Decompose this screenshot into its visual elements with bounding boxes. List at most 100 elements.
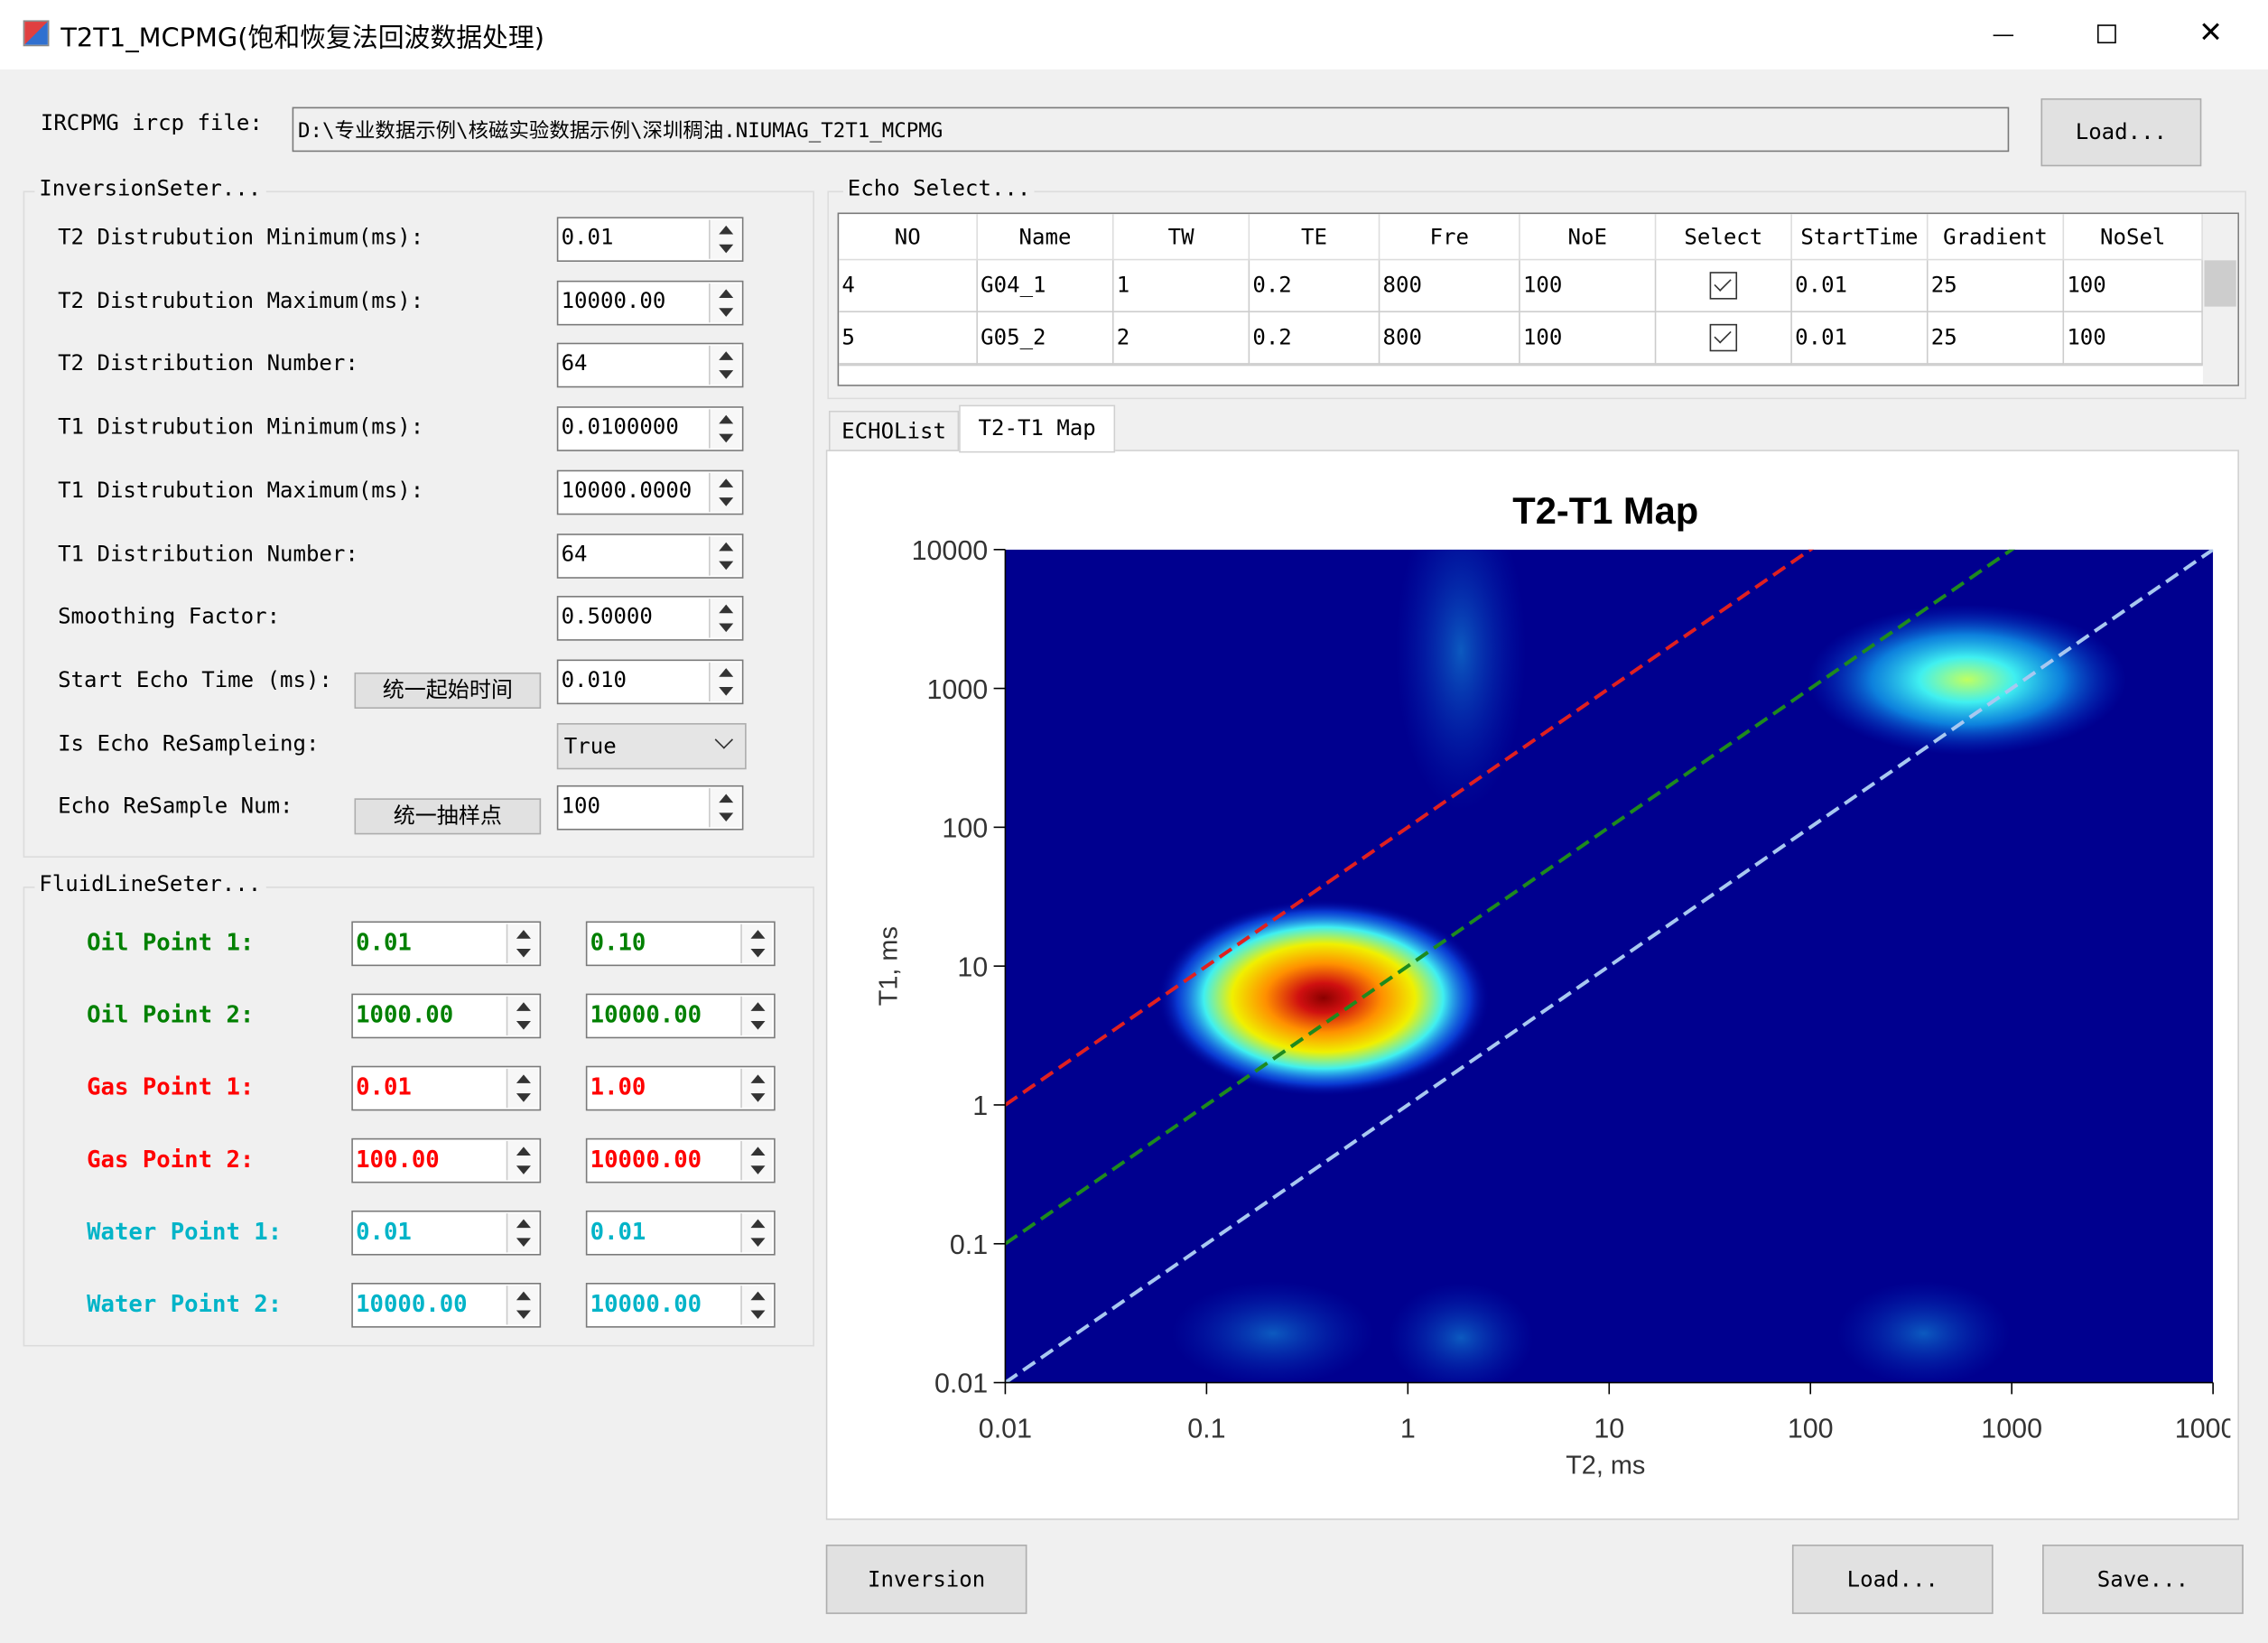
spin-up[interactable] [516, 1219, 531, 1229]
spin-up[interactable] [750, 1146, 766, 1156]
spin-down[interactable] [719, 307, 734, 317]
spin-buttons[interactable] [740, 1141, 773, 1181]
spin-up[interactable] [719, 351, 734, 361]
spinbox[interactable]: 10000.0000 [556, 469, 744, 515]
column-header[interactable]: NO [839, 214, 978, 261]
scroll-thumb[interactable] [2204, 260, 2236, 307]
spinbox[interactable]: 10000.00 [585, 1137, 776, 1184]
spin-down[interactable] [516, 1021, 531, 1030]
spinbox[interactable]: 100 [556, 785, 744, 831]
spin-buttons[interactable] [708, 599, 741, 638]
spin-up[interactable] [516, 1074, 531, 1083]
maximize-button[interactable] [2096, 24, 2116, 44]
tab[interactable]: T2-T1 Map [959, 404, 1116, 453]
spin-buttons[interactable] [506, 1141, 538, 1181]
spin-down[interactable] [516, 1310, 531, 1320]
spin-buttons[interactable] [506, 924, 538, 963]
spin-down[interactable] [719, 433, 734, 443]
column-header[interactable]: NoE [1520, 214, 1657, 261]
spin-up[interactable] [719, 604, 734, 614]
column-header[interactable]: TE [1250, 214, 1380, 261]
checkbox[interactable] [1709, 272, 1738, 300]
spin-up[interactable] [750, 930, 766, 939]
spin-buttons[interactable] [506, 1213, 538, 1253]
action-button[interactable]: Load... [1791, 1544, 1994, 1614]
action-button[interactable]: Inversion [825, 1544, 1027, 1614]
spin-buttons[interactable] [740, 1286, 773, 1325]
table-scrollbar[interactable] [2202, 214, 2238, 385]
spinbox[interactable]: 64 [556, 533, 744, 579]
spin-down[interactable] [719, 623, 734, 633]
spin-up[interactable] [719, 414, 734, 424]
spin-up[interactable] [516, 1291, 531, 1301]
spin-buttons[interactable] [740, 1068, 773, 1109]
spin-down[interactable] [516, 1238, 531, 1247]
field-button[interactable]: 统一抽样点 [354, 798, 542, 835]
spin-down[interactable] [750, 1021, 766, 1030]
column-header[interactable]: NoSel [2064, 214, 2203, 261]
spin-up[interactable] [516, 1002, 531, 1011]
spin-down[interactable] [719, 686, 734, 696]
spin-buttons[interactable] [506, 1286, 538, 1325]
column-header[interactable]: Gradient [1928, 214, 2065, 261]
minimize-button[interactable] [1993, 34, 2014, 37]
spinbox[interactable]: 0.0100000 [556, 406, 744, 451]
spinbox[interactable]: 0.01 [351, 1210, 542, 1256]
close-button[interactable]: ✕ [2198, 14, 2223, 50]
spinbox[interactable]: 0.01 [351, 921, 542, 967]
spin-down[interactable] [719, 560, 734, 570]
spinbox[interactable]: 10000.00 [556, 280, 744, 325]
column-header[interactable]: Select [1656, 214, 1792, 261]
spin-up[interactable] [750, 1219, 766, 1229]
spin-down[interactable] [750, 1093, 766, 1102]
spin-buttons[interactable] [708, 535, 741, 575]
spin-up[interactable] [516, 1146, 531, 1156]
spin-up[interactable] [750, 1002, 766, 1011]
spinbox[interactable]: 0.01 [556, 217, 744, 262]
spin-buttons[interactable] [740, 924, 773, 963]
load-file-button[interactable]: Load... [2040, 97, 2202, 167]
spin-buttons[interactable] [506, 996, 538, 1036]
spinbox[interactable]: 0.10 [585, 921, 776, 967]
checkbox[interactable] [1709, 323, 1738, 352]
spin-buttons[interactable] [708, 662, 741, 701]
spinbox[interactable]: 10000.00 [585, 993, 776, 1039]
spin-down[interactable] [516, 1093, 531, 1102]
spin-up[interactable] [719, 794, 734, 803]
spinbox[interactable]: 0.50000 [556, 596, 744, 642]
spin-up[interactable] [719, 288, 734, 298]
spin-buttons[interactable] [506, 1068, 538, 1109]
spin-buttons[interactable] [740, 996, 773, 1036]
spinbox[interactable]: 0.010 [556, 659, 744, 705]
spin-buttons[interactable] [708, 283, 741, 322]
spin-down[interactable] [750, 1165, 766, 1174]
spin-up[interactable] [719, 225, 734, 235]
spin-down[interactable] [750, 1310, 766, 1320]
spin-buttons[interactable] [708, 346, 741, 385]
combobox[interactable]: True [556, 722, 747, 769]
spin-up[interactable] [516, 930, 531, 939]
column-header[interactable]: TW [1113, 214, 1250, 261]
field-button[interactable]: 统一起始时间 [354, 672, 542, 709]
spinbox[interactable]: 0.01 [351, 1065, 542, 1111]
spinbox[interactable]: 10000.00 [351, 1283, 542, 1328]
spinbox[interactable]: 1000.00 [351, 993, 542, 1039]
spin-down[interactable] [516, 948, 531, 958]
spin-buttons[interactable] [708, 788, 741, 828]
spin-down[interactable] [719, 497, 734, 506]
spinbox[interactable]: 64 [556, 343, 744, 388]
spin-up[interactable] [750, 1074, 766, 1083]
spin-up[interactable] [750, 1291, 766, 1301]
spinbox[interactable]: 100.00 [351, 1137, 542, 1184]
column-header[interactable]: Name [977, 214, 1114, 261]
spin-buttons[interactable] [708, 409, 741, 449]
column-header[interactable]: StartTime [1791, 214, 1929, 261]
spin-down[interactable] [719, 370, 734, 380]
spinbox[interactable]: 0.01 [585, 1210, 776, 1256]
spinbox[interactable]: 10000.00 [585, 1283, 776, 1328]
column-header[interactable]: Fre [1380, 214, 1520, 261]
spin-up[interactable] [719, 667, 734, 677]
action-button[interactable]: Save... [2042, 1544, 2244, 1614]
spin-up[interactable] [719, 478, 734, 487]
spin-buttons[interactable] [708, 472, 741, 512]
